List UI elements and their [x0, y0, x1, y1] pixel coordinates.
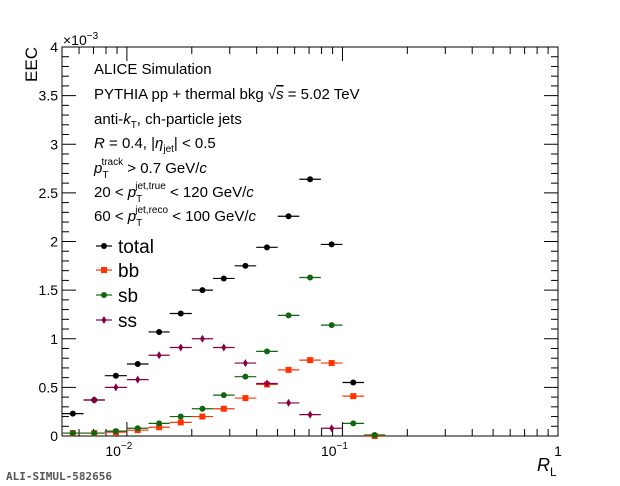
data-point-total [328, 241, 335, 248]
legend-marker-sb [101, 292, 107, 298]
legend-item-ss: ss [96, 311, 137, 332]
data-point-ss [221, 343, 227, 352]
data-point-sb [263, 348, 270, 355]
data-point-total [307, 176, 314, 183]
y-tick-label: 3.5 [39, 88, 59, 104]
axis-ticks: 0 0.5 1 1.5 2 2.5 3 3.5 4 10−2 10−1 1 [39, 39, 563, 459]
data-point-sb [91, 430, 98, 437]
analysis-id-label: ALI-SIMUL-582656 [6, 470, 112, 483]
x-axis-title: RL [537, 455, 557, 479]
data-point-ss [242, 359, 248, 368]
data-point-total [156, 328, 163, 335]
legend-marker-total [101, 243, 107, 249]
data-point-sb [242, 373, 249, 380]
annotation-reco-pt: 60 < pTjet,reco < 100 GeV/c [94, 205, 257, 229]
annotation-jet-algorithm: anti-kT, ch-particle jets [94, 111, 242, 131]
data-point-sb [285, 312, 292, 319]
y-tick-label: 0.5 [39, 379, 59, 395]
data-point-sb [69, 430, 76, 437]
data-point-sb [156, 420, 163, 427]
x-tick-label: 10−1 [321, 441, 348, 459]
data-point-ss [135, 375, 141, 384]
annotation-alice-simulation: ALICE Simulation [94, 61, 212, 78]
data-point-sb [328, 322, 335, 329]
data-point-total [134, 361, 141, 368]
data-point-bb [307, 357, 314, 364]
data-point-bb [177, 419, 184, 426]
data-point-bb [328, 360, 335, 367]
legend-label-total: total [118, 237, 154, 258]
legend-item-bb: bb [96, 261, 139, 282]
y-tick-label: 0 [50, 428, 58, 444]
data-point-bb [285, 366, 292, 373]
data-point-sb [134, 425, 141, 432]
data-point-total [242, 262, 249, 269]
series-ss [83, 334, 343, 433]
annotation-jet-radius: R = 0.4, |ηjet| < 0.5 [94, 135, 216, 155]
y-tick-label: 1.5 [39, 282, 59, 298]
data-point-sb [199, 405, 206, 412]
y-tick-label: 1 [50, 331, 58, 347]
data-point-bb [220, 405, 227, 412]
data-point-sb [177, 413, 184, 420]
x-tick-label: 10−2 [105, 441, 132, 459]
data-point-sb [371, 432, 378, 439]
data-point-ss [199, 334, 205, 343]
data-point-ss [91, 396, 97, 405]
data-point-total [263, 244, 270, 251]
data-point-sb [220, 392, 227, 399]
y-exponent: ×10−3 [63, 31, 99, 48]
legend: total bb sb ss [96, 237, 154, 332]
y-axis-title: EEC [22, 47, 41, 82]
data-point-bb [156, 424, 163, 431]
y-tick-label: 2 [50, 234, 58, 250]
legend-label-ss: ss [118, 311, 137, 332]
y-tick-label: 2.5 [39, 185, 59, 201]
annotation-true-pt: 20 < pTjet,true < 120 GeV/c [94, 181, 254, 205]
data-point-sb [112, 428, 119, 435]
data-point-bb [242, 395, 249, 402]
data-point-ss [156, 351, 162, 360]
data-point-total [285, 213, 292, 220]
data-point-ss [329, 424, 335, 433]
annotation-block: ALICE Simulation PYTHIA pp + thermal bkg… [93, 61, 360, 229]
data-point-bb [199, 413, 206, 420]
data-point-total [199, 287, 206, 294]
data-point-ss [307, 410, 313, 419]
legend-label-bb: bb [118, 261, 139, 282]
x-tick-label: 1 [554, 443, 562, 459]
y-tick-label: 4 [50, 39, 58, 55]
data-point-total [112, 372, 119, 379]
legend-item-total: total [96, 237, 154, 258]
legend-item-sb: sb [96, 286, 138, 307]
legend-label-sb: sb [118, 286, 138, 307]
series-sb [62, 274, 386, 439]
data-point-total [177, 310, 184, 317]
data-point-ss [178, 343, 184, 352]
data-point-total [220, 275, 227, 282]
data-point-ss [113, 383, 119, 392]
data-point-ss [286, 398, 292, 407]
y-tick-label: 3 [50, 136, 58, 152]
data-points [62, 176, 386, 439]
data-point-bb [350, 393, 357, 400]
data-point-sb [350, 420, 357, 427]
data-point-total [350, 379, 357, 386]
data-point-total [69, 410, 76, 417]
annotation-track-pt: pTtrack > 0.7 GeV/c [93, 157, 207, 181]
data-point-sb [307, 274, 314, 281]
data-point-ss [264, 379, 270, 388]
legend-marker-ss [101, 316, 107, 324]
annotation-generator: PYTHIA pp + thermal bkg √s = 5.02 TeV [94, 86, 360, 103]
legend-marker-bb [101, 267, 107, 273]
